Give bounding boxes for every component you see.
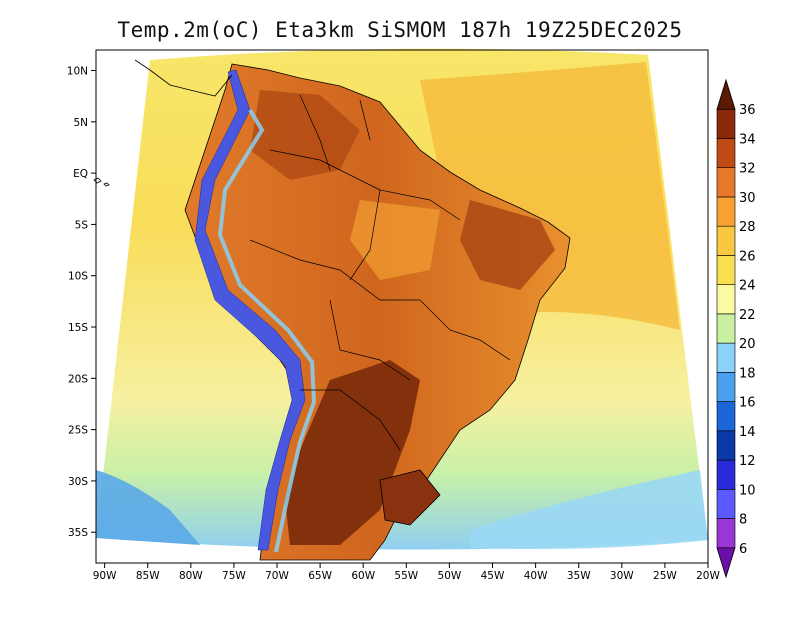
temperature-colorbar: 6 8 10 12 14 16 18 20 22 24 26 28 30 32 34 36	[716, 78, 756, 579]
colorbar-segment	[716, 401, 736, 432]
colorbar-segment	[716, 488, 736, 519]
colorbar-label: 32	[739, 162, 756, 177]
cool-water-southeast	[470, 470, 708, 549]
cool-water-south	[96, 470, 200, 545]
colorbar-segment	[716, 255, 736, 285]
hot-region-northeast	[460, 200, 555, 290]
colorbar-label: 28	[739, 220, 756, 235]
lon-tick-label: 20W	[696, 570, 720, 582]
colorbar-label: 14	[739, 425, 756, 440]
lon-tick-label: 45W	[481, 570, 505, 582]
colorbar-label: 36	[739, 103, 756, 118]
andes-cold-strip	[194, 69, 306, 551]
latitude-axis: 10N 5N EQ 5S 10S 15S 20S 25S 30S 35S	[67, 66, 96, 539]
lat-tick-label: 20S	[68, 373, 88, 385]
lat-tick-label: EQ	[73, 168, 88, 180]
lon-tick-label: 75W	[222, 570, 246, 582]
map-frame	[95, 49, 709, 564]
colorbar-label: 16	[739, 396, 756, 411]
colorbar-label: 22	[739, 308, 756, 323]
colorbar-segment	[716, 372, 736, 402]
lon-tick-label: 50W	[438, 570, 462, 582]
colorbar-max-triangle	[716, 78, 736, 110]
colorbar-segment	[716, 284, 736, 315]
lon-tick-label: 85W	[136, 570, 160, 582]
colorbar-label: 30	[739, 191, 756, 206]
lon-tick-label: 65W	[308, 570, 332, 582]
map-title: Temp.2m(oC) Eta3km SiSMOM 187h 19Z25DEC2…	[117, 18, 683, 42]
colorbar-label: 24	[739, 279, 756, 294]
colorbar-label: 12	[739, 454, 756, 469]
lat-tick-label: 10N	[67, 66, 88, 78]
central-america-coast	[134, 59, 233, 97]
colorbar-label: 6	[739, 542, 747, 557]
lon-tick-label: 70W	[265, 570, 289, 582]
colorbar-label: 18	[739, 366, 756, 381]
colorbar-segment	[716, 196, 736, 227]
colorbar-segment	[716, 459, 736, 490]
lat-tick-label: 15S	[68, 322, 88, 334]
lat-tick-label: 25S	[68, 425, 88, 437]
colorbar-label: 10	[739, 483, 756, 498]
lon-tick-label: 55W	[394, 570, 418, 582]
lat-tick-label: 35S	[68, 527, 88, 539]
colorbar-segment	[716, 342, 736, 373]
hot-region-chaco-pampa	[285, 360, 420, 545]
lat-tick-label: 5N	[73, 117, 88, 129]
colorbar-segment	[716, 108, 736, 139]
colorbar-label: 26	[739, 249, 756, 264]
lon-tick-label: 60W	[351, 570, 375, 582]
lat-tick-label: 30S	[68, 476, 88, 488]
colorbar-segment	[716, 313, 736, 344]
colorbar-segment	[716, 430, 736, 461]
lon-tick-label: 40W	[524, 570, 548, 582]
colorbar-segment	[716, 138, 736, 169]
longitude-axis: 90W 85W 80W 75W 70W 65W 60W 55W 50W 45W 40W 35W 30W 2…	[93, 563, 720, 582]
lon-tick-label: 25W	[653, 570, 677, 582]
map-plot-area	[93, 48, 708, 561]
colorbar-label: 20	[739, 337, 756, 352]
andes-light-edge	[217, 108, 317, 553]
country-borders	[249, 94, 511, 451]
lat-tick-label: 5S	[75, 219, 89, 231]
lon-tick-label: 80W	[179, 570, 203, 582]
warm-region-central	[350, 200, 440, 280]
colorbar-segment	[716, 225, 736, 256]
uruguay-coast	[379, 469, 441, 526]
colorbar-label: 34	[739, 132, 756, 147]
colorbar-label: 8	[739, 513, 747, 528]
lat-tick-label: 10S	[68, 271, 88, 283]
lon-tick-label: 90W	[93, 570, 117, 582]
lon-tick-label: 30W	[610, 570, 634, 582]
hot-region-amazon	[250, 90, 360, 180]
colorbar-segment	[716, 518, 736, 549]
colorbar-segment	[716, 167, 736, 198]
lon-tick-label: 35W	[567, 570, 591, 582]
